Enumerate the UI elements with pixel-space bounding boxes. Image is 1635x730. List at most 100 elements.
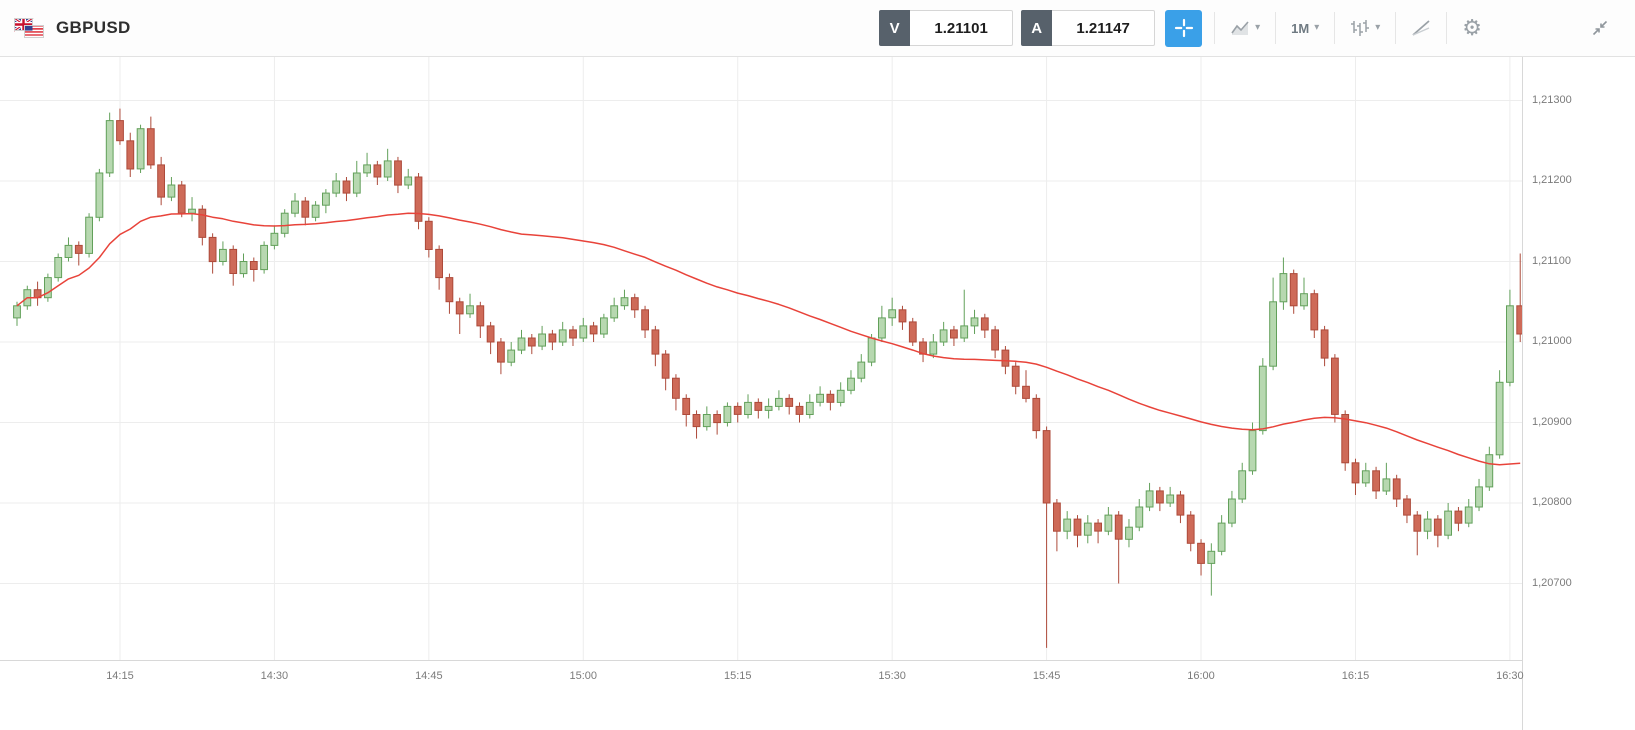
candle-bullish bbox=[136, 128, 145, 170]
candle-bullish bbox=[1166, 494, 1175, 504]
candle-bearish bbox=[908, 321, 917, 343]
candle-bearish bbox=[713, 414, 722, 424]
candle-bearish bbox=[1011, 365, 1020, 387]
candle-bearish bbox=[1186, 514, 1195, 544]
candle-bullish bbox=[1104, 514, 1113, 532]
candle-bearish bbox=[1001, 349, 1010, 367]
candle-bullish bbox=[1464, 506, 1473, 524]
candle-bullish bbox=[466, 305, 474, 315]
candle-bullish bbox=[44, 277, 52, 299]
timeframe-selector[interactable]: 1M ▾ bbox=[1280, 8, 1330, 48]
candle-bearish bbox=[672, 377, 680, 399]
candle-bearish bbox=[1114, 514, 1123, 540]
candle-bearish bbox=[1032, 397, 1041, 432]
candle-bearish bbox=[455, 301, 464, 315]
candle-bullish bbox=[723, 405, 732, 423]
candle-bullish bbox=[1207, 550, 1216, 564]
candle-bullish bbox=[1238, 470, 1247, 500]
trend-line-icon bbox=[1412, 20, 1430, 36]
candle-bearish bbox=[1331, 357, 1339, 415]
candle-bullish bbox=[805, 401, 814, 415]
candle-bullish bbox=[188, 208, 196, 214]
chart-type-button[interactable]: ▾ bbox=[1219, 8, 1271, 48]
price-axis-label: 1,21100 bbox=[1532, 254, 1571, 267]
time-axis-label: 16:00 bbox=[1187, 670, 1215, 682]
candle-bearish bbox=[1433, 518, 1442, 536]
candle-bearish bbox=[651, 329, 660, 355]
price-axis-label: 1,21300 bbox=[1532, 93, 1572, 106]
candle-bullish bbox=[95, 172, 104, 218]
candle-bearish bbox=[641, 309, 650, 331]
candle-bearish bbox=[424, 220, 433, 251]
time-axis-label: 14:15 bbox=[106, 670, 134, 682]
candle-bullish bbox=[1083, 522, 1092, 536]
settings-button[interactable]: ⚙ bbox=[1451, 8, 1493, 48]
candle-bearish bbox=[126, 140, 135, 170]
buy-price-value: 1.21147 bbox=[1052, 10, 1156, 46]
indicators-button[interactable]: ▾ bbox=[1339, 8, 1391, 48]
candle-bullish bbox=[64, 244, 73, 258]
candle-bullish bbox=[1423, 518, 1432, 532]
buy-tag: A bbox=[1021, 10, 1053, 46]
candle-bullish bbox=[383, 160, 392, 178]
candle-bearish bbox=[1341, 414, 1350, 464]
crosshair-tool-button[interactable] bbox=[1165, 9, 1203, 47]
candle-bullish bbox=[1135, 506, 1144, 528]
price-axis-label: 1,20800 bbox=[1532, 496, 1572, 508]
chart-canvas[interactable] bbox=[0, 57, 1522, 661]
candle-bearish bbox=[548, 333, 557, 343]
price-axis-label: 1,20700 bbox=[1532, 576, 1572, 589]
candle-bearish bbox=[826, 393, 835, 403]
trend-line-tool-button[interactable] bbox=[1400, 8, 1442, 48]
candle-bullish bbox=[167, 184, 176, 198]
price-axis-label: 1,21000 bbox=[1532, 335, 1572, 347]
moving-average-line bbox=[16, 212, 1521, 466]
buy-quote-button[interactable]: A 1.21147 bbox=[1021, 10, 1156, 46]
candle-bullish bbox=[610, 305, 619, 319]
candle-bullish bbox=[888, 309, 897, 319]
price-axis[interactable]: 1,21300 1,21200 1,21100 1,21000 1,20900 1,208… bbox=[1522, 57, 1635, 730]
candle-bearish bbox=[116, 120, 124, 142]
candle-bullish bbox=[1382, 478, 1391, 492]
timeframe-label: 1M bbox=[1291, 20, 1310, 36]
candle-bullish bbox=[219, 248, 227, 262]
candle-bullish bbox=[1300, 293, 1308, 307]
symbol-header: GBPUSD bbox=[14, 18, 131, 38]
candle-bullish bbox=[280, 212, 289, 234]
toolbar-separator bbox=[1395, 12, 1397, 44]
candle-bullish bbox=[311, 204, 320, 218]
price-axis-label: 1,21200 bbox=[1532, 174, 1572, 186]
time-axis[interactable]: 14:15 14:30 14:45 15:00 15:15 15:30 15:45 16:00… bbox=[0, 661, 1524, 730]
candle-bullish bbox=[270, 232, 279, 246]
toolbar-right-cluster: V 1.21101 A 1.21147 bbox=[871, 8, 1621, 48]
candle-bearish bbox=[157, 164, 165, 198]
candle-bearish bbox=[394, 160, 402, 186]
candle-bullish bbox=[291, 200, 299, 214]
candle-bullish bbox=[939, 329, 948, 343]
candle-bullish bbox=[816, 393, 825, 403]
candle-bearish bbox=[445, 277, 454, 303]
toolbar-separator bbox=[1446, 12, 1448, 44]
candle-bullish bbox=[847, 377, 855, 391]
chevron-down-icon: ▾ bbox=[1375, 22, 1381, 33]
candle-bearish bbox=[1022, 385, 1030, 399]
candle-bearish bbox=[476, 305, 485, 327]
candle-bearish bbox=[980, 317, 989, 331]
candle-bullish bbox=[538, 333, 547, 347]
ohlc-bars-icon bbox=[1351, 20, 1370, 36]
candle-bullish bbox=[579, 325, 588, 339]
candle-bearish bbox=[146, 128, 155, 166]
sell-quote-button[interactable]: V 1.21101 bbox=[879, 10, 1014, 46]
candle-bullish bbox=[363, 164, 372, 174]
candle-bearish bbox=[1372, 470, 1380, 492]
candle-bearish bbox=[1094, 522, 1102, 532]
candle-bearish bbox=[1516, 305, 1522, 335]
collapse-chart-button[interactable] bbox=[1579, 8, 1621, 48]
candle-bullish bbox=[1279, 273, 1288, 303]
candle-bearish bbox=[898, 309, 907, 323]
candle-bullish bbox=[960, 325, 969, 339]
chevron-down-icon: ▾ bbox=[1255, 22, 1261, 33]
candle-bearish bbox=[1320, 329, 1329, 359]
candle-bearish bbox=[342, 180, 351, 194]
time-axis-label: 14:30 bbox=[260, 670, 289, 682]
